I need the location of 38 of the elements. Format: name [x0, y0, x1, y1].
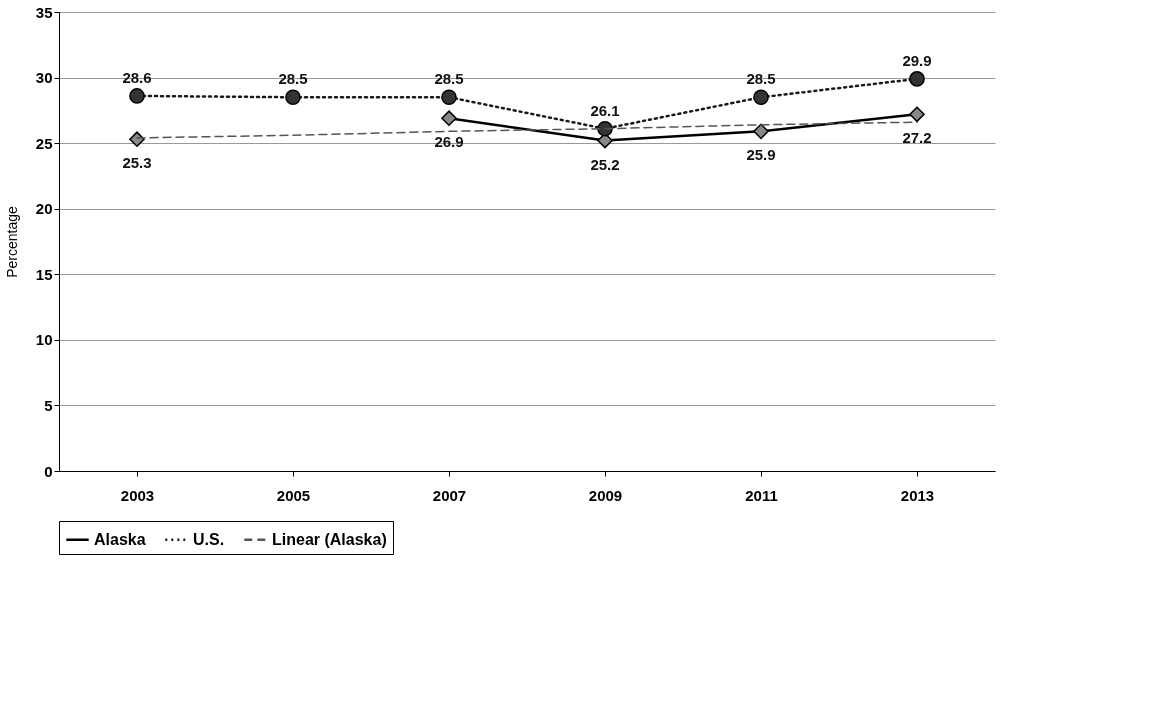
y-tick-label: 20 [35, 200, 53, 218]
point [909, 71, 925, 87]
point [129, 88, 145, 104]
point [753, 123, 769, 140]
x-tick-label: 2013 [900, 486, 935, 504]
data-label: 25.2 [590, 155, 620, 173]
data-label: 28.5 [746, 70, 776, 88]
y-tick-label: 35 [35, 3, 53, 21]
x-tick-label: 2007 [432, 486, 467, 504]
y-axis-title: Percentage [3, 205, 20, 278]
y-tick-label: 5 [44, 396, 53, 414]
data-label: 26.9 [434, 133, 464, 151]
data-label: 28.6 [122, 68, 152, 86]
data-label: 25.3 [122, 154, 152, 172]
data-label: 27.2 [902, 129, 932, 147]
x-tick-label: 2009 [588, 486, 623, 504]
data-label: 28.5 [434, 70, 464, 88]
data-label: 26.1 [590, 101, 620, 119]
x-tick-label: 2003 [120, 486, 155, 504]
point [753, 89, 769, 106]
data-label: 25.9 [746, 146, 776, 164]
data-label: 28.5 [278, 70, 308, 88]
point [441, 89, 457, 106]
y-tick-label: 15 [35, 265, 53, 283]
legend-label: Linear (Alaska) [272, 530, 387, 548]
x-tick-label: 2005 [276, 486, 311, 504]
y-tick-label: 30 [35, 69, 53, 87]
y-tick-label: 10 [35, 331, 53, 349]
point [597, 120, 613, 137]
data-label: 29.9 [902, 51, 932, 69]
legend-label: U.S. [193, 530, 225, 548]
x-tick-label: 2011 [745, 486, 778, 504]
point [285, 89, 301, 106]
y-tick-label: 25 [35, 134, 53, 152]
point [909, 106, 925, 123]
legend-label: Alaska [94, 530, 146, 548]
point [441, 110, 457, 127]
y-tick-label: 0 [44, 462, 53, 480]
